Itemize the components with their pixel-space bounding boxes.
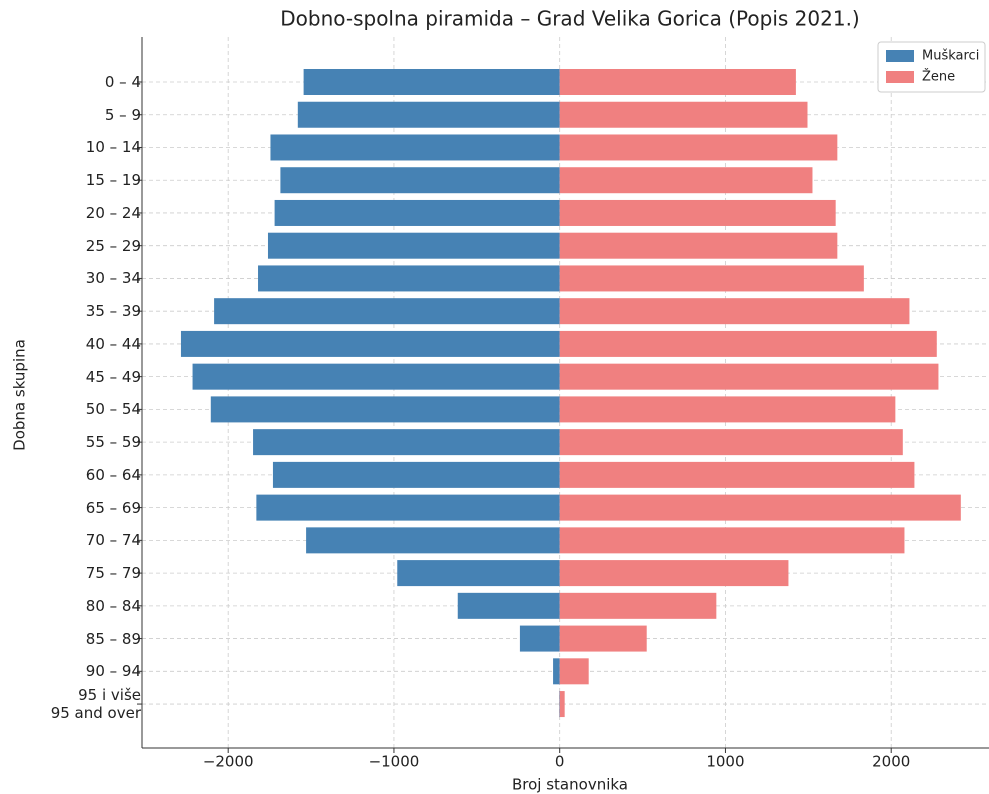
y-tick-label: 25 – 29 (85, 236, 141, 255)
bar (210, 396, 560, 423)
bar (559, 330, 937, 357)
bar (297, 101, 560, 128)
bar (180, 330, 560, 357)
bar (306, 527, 560, 554)
bar (559, 69, 796, 95)
bar (192, 363, 560, 390)
bar (559, 167, 813, 194)
y-tick-label: 60 – 64 (85, 465, 141, 484)
bar (274, 199, 560, 226)
bar (559, 560, 789, 587)
y-tick-label: 80 – 84 (85, 596, 141, 615)
x-tick-label: 1000 (706, 753, 744, 771)
y-tick-label: 90 – 94 (85, 662, 141, 681)
bar (253, 429, 560, 456)
bar (559, 592, 717, 619)
legend-swatch (886, 50, 914, 62)
y-tick-label: 85 – 89 (85, 629, 141, 648)
y-tick-label: 55 – 59 (85, 433, 141, 452)
y-tick-label: 5 – 9 (104, 105, 141, 124)
y-tick-label: 45 – 49 (85, 367, 141, 386)
y-tick-label: 0 – 4 (104, 73, 141, 91)
bar (559, 461, 915, 488)
y-tick-label: 20 – 24 (85, 203, 141, 222)
bar (214, 298, 560, 325)
y-tick-label: 65 – 69 (85, 498, 141, 517)
bar (559, 101, 808, 128)
y-tick-label: 35 – 39 (85, 302, 141, 321)
bar (457, 592, 560, 619)
bar (553, 658, 560, 685)
bar (258, 265, 560, 292)
x-axis-label: Broj stanovnika (512, 776, 628, 794)
x-tick-label: −1000 (369, 753, 420, 771)
y-tick-label: 50 – 54 (85, 400, 141, 419)
bar (559, 134, 838, 161)
bar (559, 363, 939, 390)
y-tick-label: 75 – 79 (85, 564, 141, 583)
bar (256, 494, 560, 521)
bar (270, 134, 560, 161)
y-tick-label: 15 – 19 (85, 171, 141, 190)
x-tick-label: −2000 (203, 753, 254, 771)
bar (559, 429, 903, 456)
y-tick-label: 70 – 74 (85, 531, 141, 550)
legend-label: Muškarci (922, 49, 979, 64)
x-tick-label: 0 (555, 753, 565, 771)
legend-label: Žene (922, 69, 955, 85)
legend-swatch (886, 71, 914, 83)
bar (559, 691, 565, 718)
bar (280, 167, 560, 194)
bar (559, 232, 838, 259)
y-tick-label: 10 – 14 (85, 138, 141, 157)
bar (559, 527, 905, 554)
chart-title: Dobno-spolna piramida – Grad Velika Gori… (280, 7, 859, 31)
x-tick-label: 2000 (872, 753, 910, 771)
bar (303, 69, 560, 95)
bar (559, 298, 910, 325)
y-tick-label: 40 – 44 (85, 334, 141, 353)
bar (559, 265, 864, 292)
bar (559, 658, 589, 685)
y-tick-label: 30 – 34 (85, 269, 141, 288)
bar (559, 625, 647, 652)
bar (519, 625, 560, 652)
bar (559, 199, 836, 226)
bar (559, 396, 896, 423)
bar (397, 560, 560, 587)
y-tick-label: 95 i više 95 and over (50, 686, 141, 723)
bar (559, 494, 961, 521)
y-axis-label: Dobna skupina (11, 339, 29, 451)
bar (267, 232, 560, 259)
bar (272, 461, 560, 488)
